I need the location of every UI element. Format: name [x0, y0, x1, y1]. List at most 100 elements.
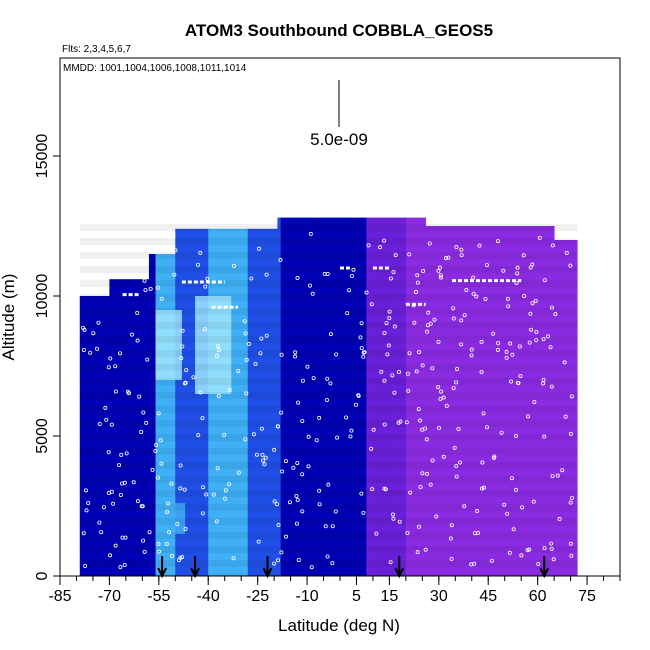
sample-point: [295, 497, 300, 502]
sample-point: [518, 373, 523, 378]
sample-point: [546, 334, 551, 339]
sample-point: [436, 268, 441, 273]
sample-point: [232, 263, 237, 268]
sample-point: [274, 502, 279, 507]
sample-point: [370, 487, 375, 492]
sample-point: [94, 346, 99, 351]
sample-point: [139, 504, 144, 509]
sample-point: [279, 352, 284, 357]
sample-point: [471, 291, 476, 296]
sample-point: [515, 265, 520, 270]
sample-point: [418, 484, 423, 489]
sample-point: [296, 400, 301, 405]
sample-point: [388, 276, 393, 281]
x-tick-label: -70: [98, 588, 121, 605]
sample-point: [417, 350, 422, 355]
sample-point: [180, 328, 185, 333]
sample-point: [141, 410, 146, 415]
sample-point: [317, 415, 322, 420]
sample-point: [354, 402, 359, 407]
sample-point: [154, 443, 159, 448]
sample-point: [118, 351, 123, 356]
sample-point: [476, 531, 481, 536]
sample-point: [509, 476, 514, 481]
sample-point: [122, 562, 127, 567]
curtain-layer: [79, 217, 578, 576]
sample-point: [205, 276, 210, 281]
sample-point: [549, 305, 554, 310]
sample-point: [430, 458, 435, 463]
sample-point: [295, 461, 300, 466]
sample-point: [514, 487, 519, 492]
sample-point: [222, 432, 227, 437]
sample-point: [361, 354, 366, 359]
sample-point: [81, 347, 86, 352]
sample-point: [568, 541, 573, 546]
sample-point: [317, 502, 322, 507]
y-tick-label: 5000: [34, 418, 51, 454]
sample-point: [215, 466, 220, 471]
sample-point: [249, 276, 254, 281]
sample-point: [165, 509, 170, 514]
sample-point: [335, 435, 340, 440]
sample-point: [83, 563, 88, 568]
sample-point: [275, 424, 280, 429]
chart-title: ATOM3 Southbound COBBLA_GEOS5: [185, 21, 493, 40]
sample-point: [113, 543, 118, 548]
sample-point: [481, 411, 486, 416]
sample-point: [530, 262, 535, 267]
sample-point: [84, 508, 89, 513]
sample-point: [484, 425, 489, 430]
sample-point: [356, 393, 361, 398]
sample-point: [436, 384, 441, 389]
sample-point: [532, 400, 537, 405]
sample-point: [508, 341, 513, 346]
sample-point: [279, 410, 284, 415]
sample-point: [278, 257, 283, 262]
sample-point: [448, 536, 453, 541]
sample-point: [418, 418, 423, 423]
sample-point: [361, 350, 366, 355]
sample-point: [469, 347, 474, 352]
sample-point: [164, 541, 169, 546]
sample-point: [202, 327, 207, 332]
sample-point: [420, 471, 425, 476]
sample-point: [514, 434, 519, 439]
sample-point: [106, 365, 111, 370]
sample-point: [534, 329, 539, 334]
sample-point: [520, 505, 525, 510]
sample-point: [392, 390, 397, 395]
sample-point: [305, 364, 310, 369]
sample-point: [344, 415, 349, 420]
flights-label: Flts: 2,3,4,5,6,7: [62, 44, 131, 55]
sample-point: [548, 345, 553, 350]
sample-point: [91, 331, 96, 336]
sample-point: [425, 323, 430, 328]
sample-point: [253, 361, 258, 366]
sample-point: [155, 285, 160, 290]
sample-point: [276, 523, 281, 528]
sample-point: [109, 422, 114, 427]
sample-point: [243, 331, 248, 336]
sample-point: [479, 339, 484, 344]
sample-point: [541, 381, 546, 386]
sample-point: [459, 318, 464, 323]
sample-point: [369, 302, 374, 307]
sample-point: [214, 353, 219, 358]
x-tick-label: -10: [295, 588, 318, 605]
sample-point: [272, 447, 277, 452]
sample-point: [427, 241, 432, 246]
sample-point: [254, 452, 259, 457]
sample-point: [562, 360, 567, 365]
sample-point: [568, 500, 573, 505]
sample-point: [484, 263, 489, 268]
sample-point: [475, 509, 480, 514]
sample-point: [358, 335, 363, 340]
x-tick-label: 15: [381, 588, 399, 605]
x-tick-label: 45: [479, 588, 497, 605]
y-axis-label: Altitude (m): [0, 274, 18, 361]
sample-point: [534, 338, 539, 343]
sample-point: [113, 389, 118, 394]
sample-point: [300, 472, 305, 477]
sample-point: [477, 243, 482, 248]
